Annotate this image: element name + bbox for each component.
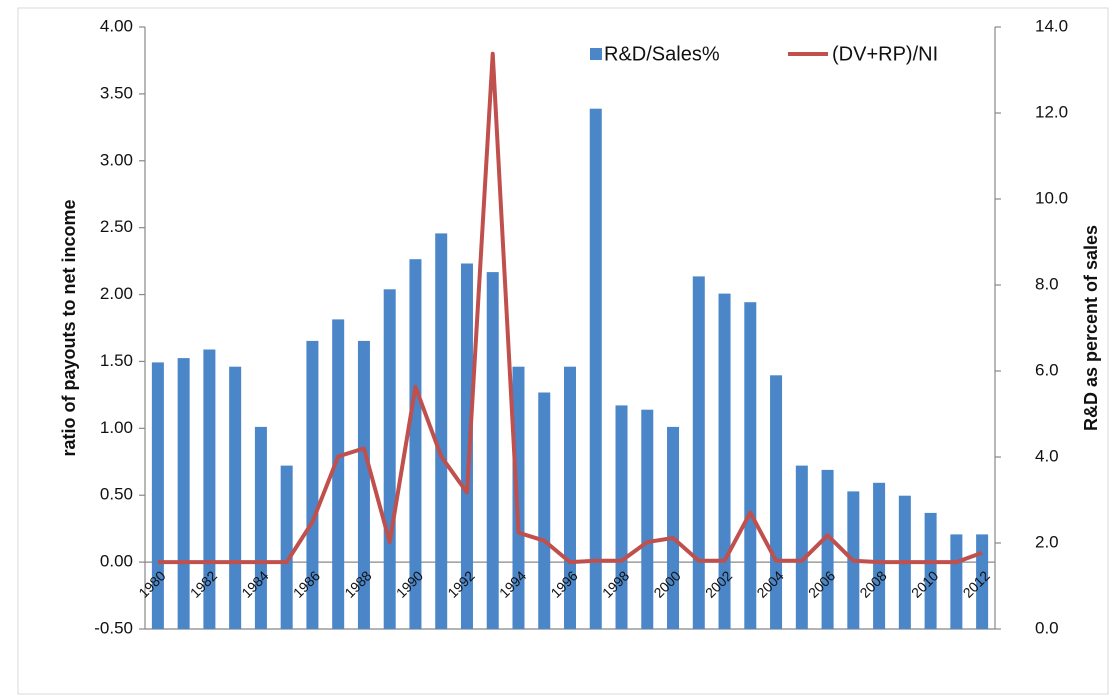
bar: [950, 534, 963, 629]
bar: [589, 108, 602, 629]
y2-tick-label: 10.0: [1035, 188, 1068, 207]
y-tick-label: 4.00: [100, 16, 133, 35]
y-tick-label: 3.00: [100, 150, 133, 169]
bar: [332, 319, 345, 629]
bar: [976, 534, 989, 629]
chart-frame: [17, 7, 1109, 695]
legend-label: R&D/Sales%: [604, 43, 720, 65]
legend-swatch: [590, 48, 602, 60]
bar: [641, 409, 654, 629]
legend-label: (DV+RP)/NI: [832, 43, 938, 65]
y-tick-label: -0.50: [94, 618, 133, 637]
y2-tick-label: 4.0: [1035, 446, 1059, 465]
y2-tick-label: 6.0: [1035, 360, 1059, 379]
bar: [357, 340, 370, 629]
y2-tick-label: 2.0: [1035, 532, 1059, 551]
bar: [615, 405, 628, 629]
bar: [718, 293, 731, 629]
y-tick-label: 0.00: [100, 552, 133, 571]
y-tick-label: 1.00: [100, 418, 133, 437]
y-axis-title: ratio of payouts to net income: [59, 199, 79, 456]
y2-tick-label: 14.0: [1035, 16, 1068, 35]
y2-tick-label: 12.0: [1035, 102, 1068, 121]
bar: [692, 276, 705, 629]
y2-tick-label: 8.0: [1035, 274, 1059, 293]
bar: [538, 392, 551, 629]
bar: [306, 340, 319, 629]
bar: [486, 272, 499, 629]
bar: [460, 263, 473, 629]
bar: [280, 465, 293, 629]
line: [157, 51, 983, 565]
y-tick-label: 2.50: [100, 217, 133, 236]
bar: [667, 426, 680, 629]
bar: [821, 469, 834, 629]
y-tick-label: 2.00: [100, 284, 133, 303]
bar: [435, 233, 448, 629]
bar: [924, 512, 937, 629]
y-tick-label: 0.50: [100, 485, 133, 504]
y2-tick-label: 0.0: [1035, 618, 1059, 637]
bar: [409, 259, 422, 629]
bar: [254, 426, 267, 629]
y-tick-label: 3.50: [100, 83, 133, 102]
bar: [203, 349, 216, 629]
y2-axis-title: R&D as percent of sales: [1081, 225, 1101, 431]
bar: [383, 289, 396, 629]
bar: [744, 302, 757, 629]
bar: [873, 482, 886, 629]
bar: [795, 465, 808, 629]
bar: [770, 375, 783, 629]
y-tick-label: 1.50: [100, 351, 133, 370]
